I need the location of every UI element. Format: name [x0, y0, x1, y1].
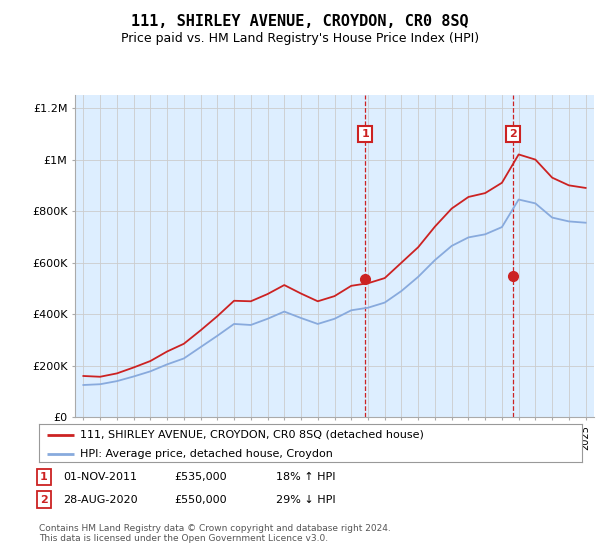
Text: 28-AUG-2020: 28-AUG-2020 [63, 494, 137, 505]
Text: HPI: Average price, detached house, Croydon: HPI: Average price, detached house, Croy… [80, 449, 332, 459]
Text: 1: 1 [361, 129, 369, 139]
Text: 1: 1 [40, 472, 47, 482]
Text: 111, SHIRLEY AVENUE, CROYDON, CR0 8SQ (detached house): 111, SHIRLEY AVENUE, CROYDON, CR0 8SQ (d… [80, 430, 424, 440]
Text: Price paid vs. HM Land Registry's House Price Index (HPI): Price paid vs. HM Land Registry's House … [121, 32, 479, 45]
Text: 29% ↓ HPI: 29% ↓ HPI [276, 494, 335, 505]
Text: 2: 2 [509, 129, 517, 139]
Text: 111, SHIRLEY AVENUE, CROYDON, CR0 8SQ: 111, SHIRLEY AVENUE, CROYDON, CR0 8SQ [131, 14, 469, 29]
Text: 18% ↑ HPI: 18% ↑ HPI [276, 472, 335, 482]
Text: Contains HM Land Registry data © Crown copyright and database right 2024.
This d: Contains HM Land Registry data © Crown c… [39, 524, 391, 543]
Text: £550,000: £550,000 [174, 494, 227, 505]
Text: 2: 2 [40, 494, 47, 505]
Text: £535,000: £535,000 [174, 472, 227, 482]
Text: 01-NOV-2011: 01-NOV-2011 [63, 472, 137, 482]
